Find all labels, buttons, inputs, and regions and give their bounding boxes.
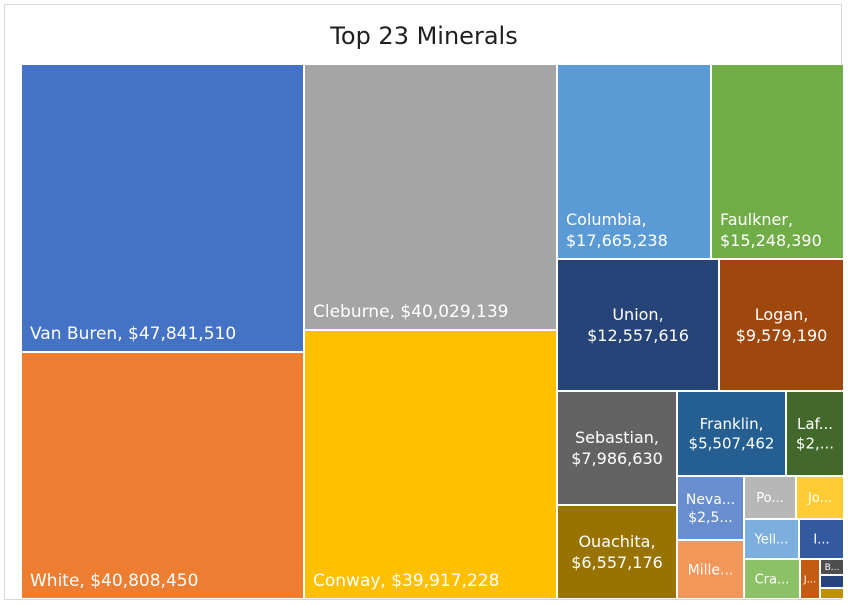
treemap-rect-pope: [745, 477, 795, 518]
treemap-rect-b: [821, 560, 843, 574]
treemap-label-pope: Po...: [756, 491, 784, 506]
treemap-rect-miller: [678, 541, 743, 598]
treemap-cell-columbia: Columbia, $17,665,238: [558, 65, 710, 258]
treemap-cell-logan: Logan, $9,579,190: [720, 260, 843, 390]
treemap-cell-lafayette: Laf... $2,...: [787, 392, 843, 475]
chart-title: Top 23 Minerals: [330, 22, 518, 50]
treemap-label-craighead: Cra...: [755, 573, 790, 588]
treemap-label-yell: Yell...: [754, 533, 789, 548]
treemap-cell-van-buren: Van Buren, $47,841,510: [22, 65, 303, 351]
treemap-label-conway: Conway, $39,917,228: [313, 571, 499, 591]
treemap-rect-union: [558, 260, 718, 390]
treemap-rect-izard: [800, 520, 843, 558]
treemap-cell-izard: I...: [800, 520, 843, 558]
treemap-cell-sebastian: Sebastian, $7,986,630: [558, 392, 676, 504]
treemap-cell-conway: Conway, $39,917,228: [305, 331, 556, 598]
treemap-rect-cleburne: [305, 65, 556, 329]
treemap-label-lafayette: Laf... $2,...: [796, 415, 834, 453]
treemap-label-izard: I...: [813, 533, 829, 548]
treemap-cell-miller: Mille...: [678, 541, 743, 598]
treemap-label-union: Union, $12,557,616: [587, 305, 689, 345]
treemap-rect-van-buren: [22, 65, 303, 351]
treemap-rect-sebastian: [558, 392, 676, 504]
treemap-cell-unlabeled-2: [821, 589, 843, 598]
treemap-cell-faulkner: Faulkner, $15,248,390: [712, 65, 843, 258]
treemap-cell-johnson: Jo...: [797, 477, 843, 518]
treemap-rect-franklin: [678, 392, 785, 475]
treemap-rect-j: [801, 560, 819, 598]
treemap-label-faulkner: Faulkner, $15,248,390: [720, 210, 822, 250]
treemap-label-b: B...: [825, 563, 840, 573]
treemap-label-white: White, $40,808,450: [30, 571, 198, 591]
treemap-label-columbia: Columbia, $17,665,238: [566, 210, 668, 250]
treemap-label-nevada: Neva... $2,5...: [686, 492, 735, 526]
treemap-rect-lafayette: [787, 392, 843, 475]
treemap-cell-b: B...: [821, 560, 843, 574]
treemap-rect-unlabeled-1: [821, 576, 843, 587]
treemap-rect-conway: [305, 331, 556, 598]
treemap-rect-yell: [745, 520, 798, 558]
treemap-cell-yell: Yell...: [745, 520, 798, 558]
treemap-rect-craighead: [745, 560, 799, 598]
treemap-cell-white: White, $40,808,450: [22, 353, 303, 598]
treemap-label-johnson: Jo...: [807, 491, 832, 506]
treemap-rect-white: [22, 353, 303, 598]
treemap-cell-craighead: Cra...: [745, 560, 799, 598]
treemap-label-logan: Logan, $9,579,190: [736, 305, 828, 345]
treemap-cell-j: J...: [801, 560, 819, 598]
treemap-label-miller: Mille...: [688, 562, 734, 578]
treemap-cell-unlabeled-1: [821, 576, 843, 587]
treemap-rect-faulkner: [712, 65, 843, 258]
treemap-label-cleburne: Cleburne, $40,029,139: [313, 302, 509, 322]
treemap-cell-nevada: Neva... $2,5...: [678, 477, 743, 539]
treemap-rect-ouachita: [558, 506, 676, 598]
treemap-rect-unlabeled-2: [821, 589, 843, 598]
treemap-label-franklin: Franklin, $5,507,462: [689, 415, 775, 453]
treemap-label-sebastian: Sebastian, $7,986,630: [571, 428, 663, 468]
treemap-label-van-buren: Van Buren, $47,841,510: [30, 324, 236, 344]
treemap-cell-union: Union, $12,557,616: [558, 260, 718, 390]
treemap-rect-logan: [720, 260, 843, 390]
treemap-label-j: J...: [803, 575, 817, 586]
treemap-rect-columbia: [558, 65, 710, 258]
treemap-rect-nevada: [678, 477, 743, 539]
treemap-rect-johnson: [797, 477, 843, 518]
treemap-label-ouachita: Ouachita, $6,557,176: [571, 532, 663, 572]
treemap-cell-franklin: Franklin, $5,507,462: [678, 392, 785, 475]
treemap-cell-pope: Po...: [745, 477, 795, 518]
treemap-cell-cleburne: Cleburne, $40,029,139: [305, 65, 556, 329]
treemap-cell-ouachita: Ouachita, $6,557,176: [558, 506, 676, 598]
